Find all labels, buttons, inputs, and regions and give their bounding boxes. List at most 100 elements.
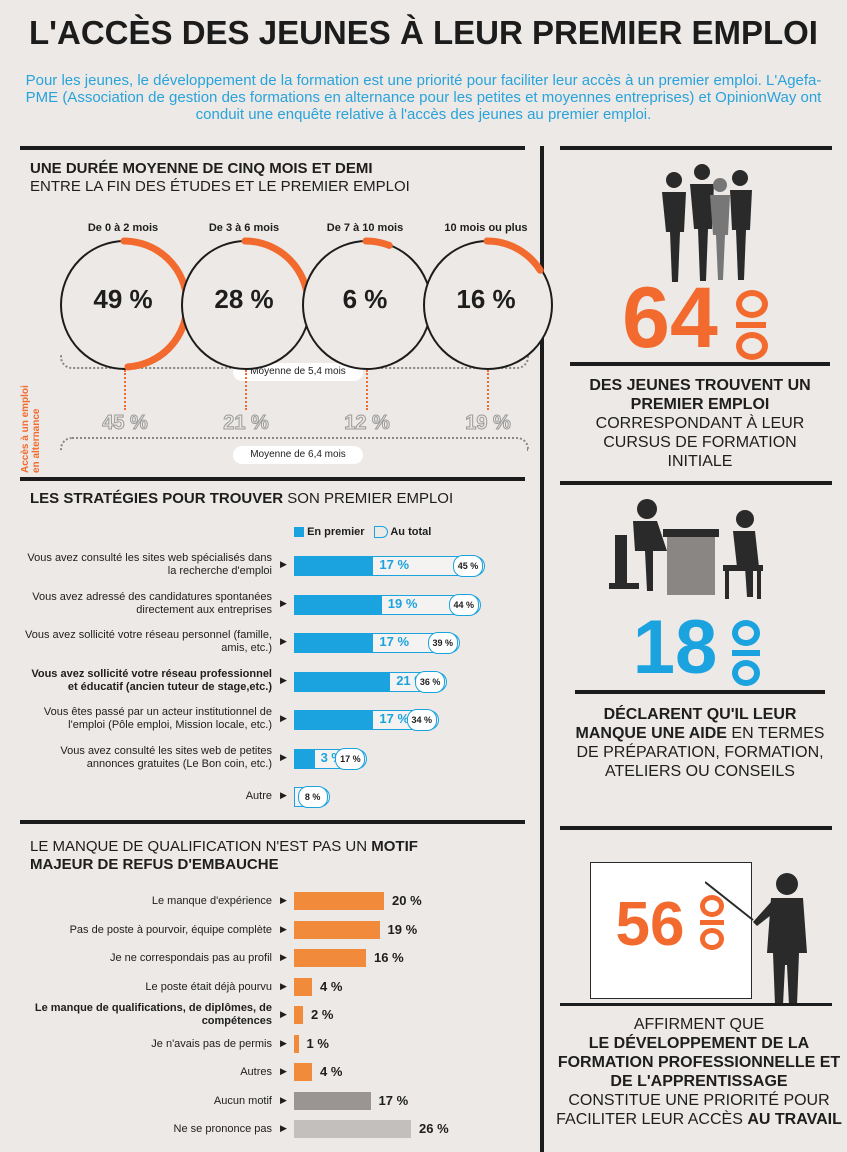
average-2-label: Moyenne de 6,4 mois (233, 446, 363, 464)
refusal-value: 20 % (392, 893, 422, 908)
refusal-value: 19 % (387, 921, 418, 937)
stat3-text: AFFIRMENT QUE LE DÉVELOPPEMENT DE LA FORM… (556, 1016, 842, 1128)
alternance-value: 19 % (465, 412, 512, 435)
stat2-text: DÉCLARENT QU'IL LEUR MANQUE UNE AIDE EN … (575, 706, 825, 780)
arrow-icon: ▶ (280, 923, 287, 934)
refusal-bar (294, 1091, 371, 1110)
refusal-bar (294, 892, 384, 910)
refusal-bar (294, 1006, 303, 1024)
section2-title: LES STRATÉGIES POUR TROUVER SON PREMIER … (30, 490, 454, 507)
circle-arc (362, 237, 393, 249)
divider (575, 690, 825, 694)
arrow-icon: ▶ (280, 674, 287, 685)
strategy-first-value: 17 % (379, 711, 410, 726)
alternance-value: 21 % (223, 412, 270, 435)
refusal-value: 2 % (311, 1007, 334, 1022)
refusal-value: 4 % (320, 1064, 343, 1079)
strategy-first-bar (294, 595, 382, 614)
strategy-first-value: 19 % (387, 595, 418, 611)
refusal-label: Aucun motif (213, 1094, 272, 1107)
arrow-icon: ▶ (280, 980, 287, 991)
refusal-label: Je n'avais pas de permis (151, 1037, 272, 1050)
refusal-label: Pas de poste à pourvoir, équipe complète (69, 923, 272, 936)
strategy-first-value: 17 % (379, 634, 410, 649)
refusal-label: Le poste était déjà pourvu (145, 980, 272, 993)
circle-arc-mark (483, 237, 544, 274)
refusal-value: 1 % (306, 1035, 329, 1051)
section3-title: LE MANQUE DE QUALIFICATION N'EST PAS UN … (30, 838, 418, 873)
presenter-silhouette-icon (705, 873, 807, 1005)
refusal-label: Autres (240, 1066, 272, 1078)
refusal-value: 26 % (419, 1121, 449, 1136)
circle-value: 6 % (342, 284, 388, 314)
strategy-first-bar (294, 711, 374, 729)
divider (560, 1003, 832, 1006)
arrow-icon: ▶ (280, 895, 287, 905)
refusal-label: Ne se prononce pas (173, 1123, 272, 1135)
divider (20, 820, 525, 824)
circle-arc (483, 237, 544, 274)
arrow-icon: ▶ (280, 1037, 287, 1048)
alternance-value: 45 % (102, 412, 149, 435)
stat1-number: 64 (622, 270, 718, 366)
people-silhouette-icon (662, 164, 752, 282)
arrow-icon: ▶ (280, 597, 287, 608)
strategy-first-bar (294, 749, 315, 768)
stat1-percent-icon (736, 290, 768, 360)
strategy-total-value: 36 % (415, 670, 446, 693)
circle-label: De 7 à 10 mois (326, 222, 404, 234)
arrow-icon: ▶ (280, 751, 287, 762)
arrow-icon: ▶ (280, 952, 287, 962)
refusal-label: Le manque d'expérience (151, 895, 272, 907)
stat3-percent-icon (700, 895, 730, 955)
connector-line (124, 370, 126, 410)
strategy-total-value: 44 % (448, 593, 479, 616)
interview-silhouette-icon (609, 499, 763, 599)
alternance-label: Accès à un emploi en alternance (20, 385, 42, 473)
refusal-value: 17 % (378, 1092, 409, 1108)
strategy-label: Vous avez adressé des candidatures spont… (32, 590, 272, 616)
divider (560, 826, 832, 830)
divider (560, 481, 832, 485)
divider (20, 146, 525, 150)
circle-arc-mark (362, 237, 393, 249)
legend: En premier Au total (294, 526, 431, 539)
strategy-total-value: 45 % (453, 555, 483, 577)
divider (560, 146, 832, 150)
stat1-text: DES JEUNES TROUVENT UN PREMIER EMPLOI COR… (589, 377, 811, 470)
strategy-first-bar (294, 557, 374, 575)
alternance-value: 12 % (344, 412, 391, 435)
refusal-value: 4 % (320, 978, 343, 994)
refusal-bar (294, 1063, 312, 1081)
circle-value: 28 % (214, 284, 274, 314)
strategy-first-bar (294, 672, 391, 691)
strategy-label: Autre (245, 790, 272, 802)
strategy-first-bar (294, 634, 374, 652)
legend-first-label: En premier (307, 526, 365, 538)
divider (570, 362, 830, 366)
refusal-bar (294, 920, 380, 939)
circle-label: De 0 à 2 mois (87, 222, 159, 234)
refusal-value: 16 % (374, 950, 404, 965)
arrow-icon: ▶ (280, 1094, 287, 1105)
section1-title: UNE DURÉE MOYENNE DE CINQ MOIS ET DEMI EN… (30, 160, 410, 195)
refusal-bar (294, 977, 312, 996)
refusal-label: Le manque de qualifications, de diplômes… (34, 1002, 272, 1027)
stat2-number: 18 (632, 605, 718, 690)
circle-label: 10 mois ou plus (444, 222, 528, 234)
strategy-label: Vous avez sollicité votre réseau personn… (24, 629, 272, 654)
arrow-icon: ▶ (280, 713, 287, 723)
connector-line (487, 370, 489, 410)
strategy-total-value: 39 % (427, 632, 458, 654)
strategy-total-value: 8 % (297, 786, 328, 808)
circle-label: De 3 à 6 mois (208, 222, 280, 234)
arrow-icon: ▶ (280, 1066, 287, 1076)
arrow-icon: ▶ (280, 1123, 287, 1133)
legend-total-swatch (373, 526, 388, 539)
arrow-icon: ▶ (280, 790, 287, 800)
strategy-total-value: 17 % (335, 747, 366, 770)
refusal-bar (294, 1034, 299, 1053)
avg-bracket-2 (60, 437, 529, 451)
strategy-label: Vous avez consulté les sites web spécial… (27, 552, 272, 577)
strategy-label: Vous avez consulté les sites web de peti… (60, 744, 272, 770)
